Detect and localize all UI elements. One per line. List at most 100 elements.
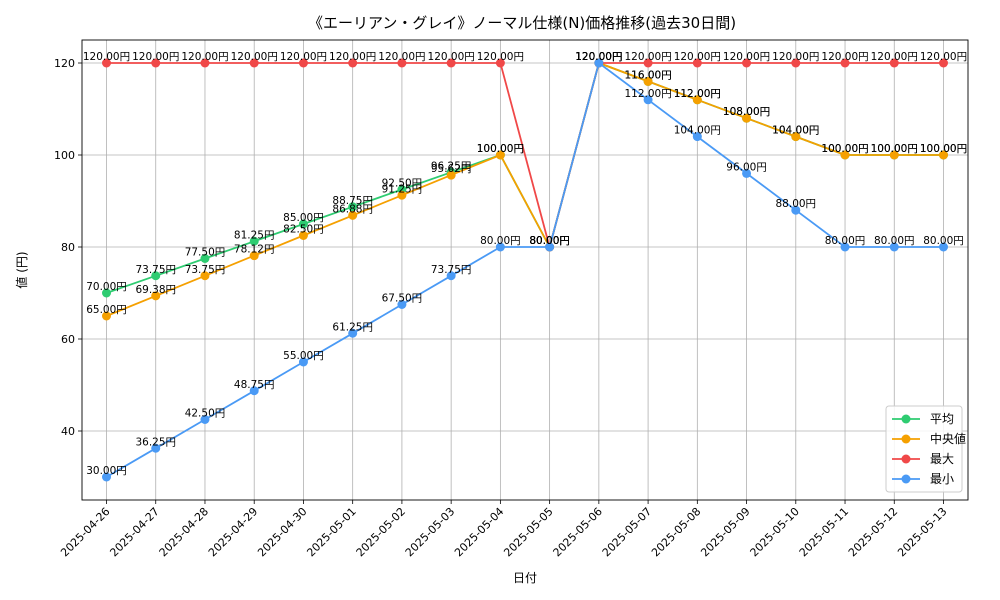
- data-point: [692, 132, 702, 142]
- data-point: [742, 113, 752, 123]
- data-label: 100.00円: [871, 143, 918, 155]
- data-label: 120.00円: [83, 51, 130, 63]
- data-point: [298, 219, 308, 229]
- data-label: 80.00円: [529, 235, 570, 247]
- data-point: [348, 210, 358, 220]
- data-label: 120.00円: [428, 51, 475, 63]
- data-point: [200, 271, 210, 281]
- data-label: 120.00円: [329, 51, 376, 63]
- data-point: [889, 58, 899, 68]
- data-label: 104.00円: [772, 125, 819, 137]
- data-point: [791, 205, 801, 215]
- data-label: 67.50円: [382, 293, 423, 305]
- data-label: 91.25円: [382, 183, 423, 195]
- data-point: [791, 132, 801, 142]
- data-label: 65.00円: [86, 304, 127, 316]
- legend-entry-label: 最大: [930, 452, 954, 466]
- data-labels: 70.00円 73.75円 77.50円 81.25円 85.00円 88.75円 92.5…: [83, 51, 967, 477]
- data-point: [939, 58, 948, 68]
- series-line: [106, 61, 944, 317]
- x-axis-title: 日付: [513, 571, 537, 585]
- x-tick-label: 2025-05-11: [797, 505, 851, 559]
- data-label: 80.00円: [480, 235, 521, 247]
- data-label: 104.00円: [772, 125, 819, 137]
- y-tick-label: 60: [61, 333, 75, 346]
- data-label: 69.38円: [135, 284, 176, 296]
- x-tick-label: 2025-04-30: [255, 505, 309, 559]
- data-point: [397, 58, 407, 68]
- legend-entry-label: 最小: [930, 472, 954, 486]
- data-label: 80.00円: [529, 235, 570, 247]
- x-tick-label: 2025-05-05: [501, 505, 555, 559]
- x-tick-label: 2025-05-06: [551, 505, 605, 559]
- x-tick-label: 2025-05-08: [649, 505, 703, 559]
- data-point: [692, 58, 702, 68]
- x-tick-label: 2025-05-04: [452, 505, 506, 559]
- data-label: 92.50円: [382, 178, 423, 190]
- data-label: 100.00円: [821, 143, 868, 155]
- data-label: 120.00円: [575, 51, 622, 63]
- data-label: 120.00円: [723, 51, 770, 63]
- data-label: 120.00円: [871, 51, 918, 63]
- x-tick-label: 2025-05-12: [846, 505, 900, 559]
- data-label: 73.75円: [135, 264, 176, 276]
- data-point: [200, 415, 210, 424]
- legend-swatch-marker: [901, 434, 911, 444]
- x-tick-label: 2025-05-09: [698, 505, 752, 559]
- data-label: 80.00円: [529, 235, 570, 247]
- data-point: [889, 242, 899, 252]
- data-label: 120.00円: [280, 51, 327, 63]
- data-label: 96.25円: [431, 160, 472, 172]
- data-label: 88.75円: [332, 195, 373, 207]
- x-tick-label: 2025-04-29: [206, 505, 260, 559]
- data-point: [102, 311, 111, 321]
- data-point: [742, 58, 752, 68]
- legend-entry-label: 平均: [930, 412, 954, 426]
- data-point: [594, 58, 604, 68]
- data-point: [151, 443, 161, 453]
- data-label: 120.00円: [575, 51, 622, 63]
- data-label: 55.00円: [283, 350, 324, 362]
- data-point: [298, 58, 308, 68]
- data-point: [151, 271, 161, 281]
- data-point: [791, 58, 801, 68]
- data-label: 80.00円: [825, 235, 866, 247]
- series-line: [106, 61, 944, 478]
- data-label: 108.00円: [723, 106, 770, 118]
- x-tick-label: 2025-05-02: [354, 505, 408, 559]
- data-label: 73.75円: [431, 264, 472, 276]
- chart-title: 《エーリアン・グレイ》ノーマル仕様(N)価格推移(過去30日間): [308, 14, 736, 32]
- data-point: [397, 300, 407, 309]
- data-label: 120.00円: [231, 51, 278, 63]
- data-label: 70.00円: [86, 281, 127, 293]
- series-line: [106, 62, 944, 251]
- data-point: [102, 58, 111, 68]
- data-label: 100.00円: [821, 143, 868, 155]
- x-tick-label: 2025-04-26: [58, 505, 112, 559]
- data-point: [643, 58, 653, 68]
- data-label: 42.50円: [185, 408, 226, 420]
- series-line: [106, 61, 944, 294]
- x-tick-label: 2025-05-03: [403, 505, 457, 559]
- data-label: 82.50円: [283, 224, 324, 236]
- data-label: 116.00円: [624, 69, 671, 81]
- y-tick-label: 80: [61, 241, 75, 254]
- data-label: 120.00円: [772, 51, 819, 63]
- data-label: 73.75円: [185, 264, 226, 276]
- data-label: 120.00円: [575, 51, 622, 63]
- data-point: [495, 58, 505, 68]
- data-label: 120.00円: [132, 51, 179, 63]
- data-point: [840, 242, 850, 252]
- data-label: 120.00円: [920, 51, 967, 63]
- plot-frame: [81, 39, 969, 501]
- data-label: 112.00円: [674, 88, 721, 100]
- data-label: 108.00円: [723, 106, 770, 118]
- data-label: 85.00円: [283, 212, 324, 224]
- axes: 2025-04-262025-04-272025-04-282025-04-29…: [54, 39, 969, 559]
- data-label: 120.00円: [575, 51, 622, 63]
- data-label: 120.00円: [624, 51, 671, 63]
- data-point: [249, 386, 259, 396]
- series-layer: [102, 58, 948, 482]
- data-label: 30.00円: [86, 465, 127, 477]
